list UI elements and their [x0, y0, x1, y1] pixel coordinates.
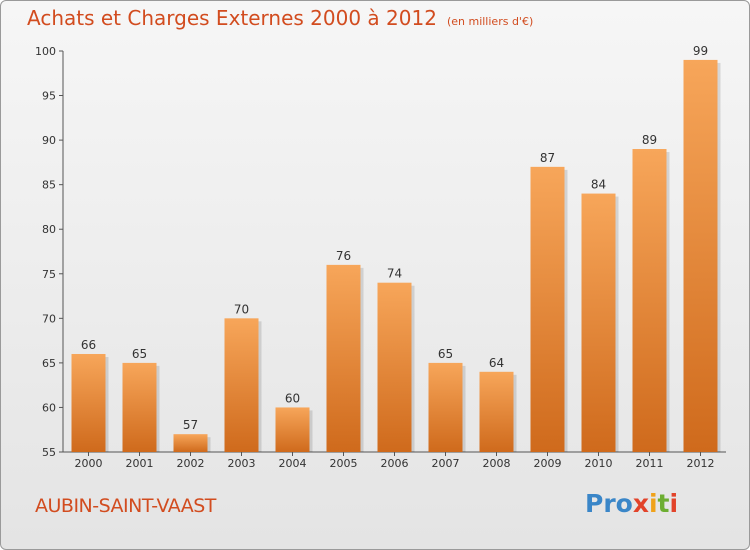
y-tick-label: 60 — [42, 401, 56, 414]
data-label: 89 — [642, 133, 657, 147]
y-tick-label: 100 — [35, 45, 56, 58]
bar-2004 — [275, 407, 310, 452]
x-tick-label: 2004 — [279, 457, 307, 470]
logo-part-4: t — [657, 489, 670, 518]
x-tick-label: 2007 — [432, 457, 460, 470]
bar-2005 — [326, 264, 361, 452]
y-tick-label: 95 — [42, 90, 56, 103]
data-labels: 66 65 57 70 60 76 74 65 64 87 84 89 99 — [81, 44, 708, 432]
data-label: 76 — [336, 249, 351, 263]
x-tick-label: 2003 — [228, 457, 256, 470]
bar-2007 — [428, 362, 463, 452]
data-label: 84 — [591, 178, 606, 192]
x-tick-label: 2006 — [381, 457, 409, 470]
logo-part-3: i — [648, 489, 658, 518]
bar-2009 — [530, 166, 565, 452]
commune-name: AUBIN-SAINT-VAAST — [35, 495, 216, 517]
logo-part-1: Pro — [585, 489, 633, 518]
y-tick-label: 90 — [42, 134, 56, 147]
x-tick-label: 2011 — [636, 457, 664, 470]
y-tick-label: 55 — [42, 446, 56, 459]
chart-title: Achats et Charges Externes 2000 à 2012 (e… — [27, 6, 533, 30]
data-label: 65 — [438, 347, 453, 361]
bars — [71, 59, 721, 453]
bar-2002 — [173, 434, 208, 452]
logo-part-2: x — [632, 489, 649, 518]
data-label: 57 — [183, 418, 198, 432]
bar-2001 — [122, 362, 157, 452]
y-tick-label: 65 — [42, 357, 56, 370]
y-tick-label: 85 — [42, 179, 56, 192]
x-tick-label: 2000 — [75, 457, 103, 470]
bar-2012 — [683, 59, 718, 453]
data-label: 87 — [540, 151, 555, 165]
x-tick-label: 2009 — [534, 457, 562, 470]
logo-part-5: i — [669, 489, 679, 518]
bar-2011 — [632, 149, 667, 452]
chart-subtitle: (en milliers d'€) — [446, 15, 534, 28]
data-label: 74 — [387, 267, 402, 281]
x-tick-label: 2001 — [126, 457, 154, 470]
data-label: 99 — [693, 44, 708, 58]
bar-2006 — [377, 282, 412, 452]
axes: 55 60 65 70 75 80 85 90 95 100 2000 2001 2002 2003 200… — [35, 45, 726, 470]
data-label: 65 — [132, 347, 147, 361]
x-tick-label: 2010 — [585, 457, 613, 470]
x-tick-label: 2012 — [687, 457, 715, 470]
chart-title-text: Achats et Charges Externes 2000 à 2012 — [27, 6, 437, 30]
y-tick-label: 70 — [42, 312, 56, 325]
data-label: 66 — [81, 338, 96, 352]
data-label: 64 — [489, 356, 504, 370]
y-tick-label: 80 — [42, 223, 56, 236]
y-tick-label: 75 — [42, 268, 56, 281]
bar-2008 — [479, 371, 514, 452]
bar-2010 — [581, 193, 616, 453]
x-tick-label: 2008 — [483, 457, 511, 470]
data-label: 70 — [234, 302, 249, 316]
bar-2003 — [224, 318, 259, 452]
x-tick-label: 2005 — [330, 457, 358, 470]
bar-2000 — [71, 353, 106, 452]
proxiti-logo[interactable]: Proxiti — [585, 489, 678, 518]
x-tick-label: 2002 — [177, 457, 205, 470]
data-label: 60 — [285, 391, 300, 405]
